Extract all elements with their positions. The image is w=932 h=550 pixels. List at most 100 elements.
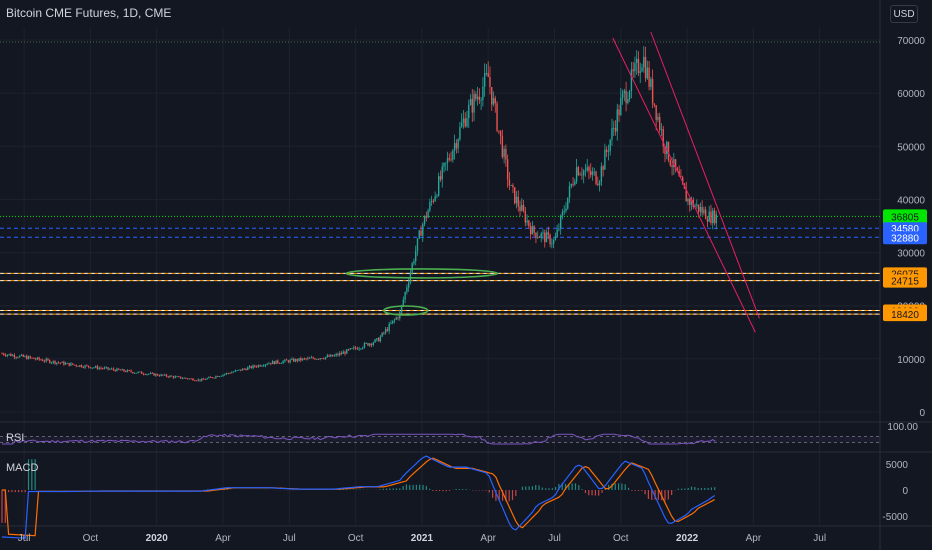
candle-body bbox=[72, 363, 74, 365]
time-tick-label: 2021 bbox=[411, 533, 434, 544]
candle-body bbox=[303, 358, 306, 360]
macd-histogram-bar bbox=[690, 486, 693, 490]
candle-body bbox=[559, 215, 562, 229]
candle-body bbox=[330, 354, 332, 357]
candle-body bbox=[450, 159, 452, 161]
candle-body bbox=[64, 363, 67, 365]
candle-body bbox=[1, 353, 3, 355]
macd-histogram-bar bbox=[379, 489, 381, 490]
candle-body bbox=[261, 365, 263, 367]
candle-body bbox=[501, 135, 504, 157]
price-labels: 3680505:10:56345803288026075247151910018… bbox=[883, 209, 927, 322]
candle-body bbox=[206, 378, 208, 380]
macd-histogram-bar bbox=[621, 483, 623, 490]
candle-body bbox=[245, 369, 247, 371]
candle-body bbox=[80, 365, 83, 368]
macd-histogram-bar bbox=[4, 490, 6, 523]
candle-body bbox=[82, 367, 85, 368]
currency-button[interactable]: USD bbox=[890, 5, 918, 23]
candle-body bbox=[567, 197, 569, 209]
candle-body bbox=[662, 129, 664, 147]
candle-body bbox=[694, 205, 696, 207]
candle-body bbox=[658, 117, 661, 130]
candle-body bbox=[671, 165, 673, 168]
candle-body bbox=[423, 215, 426, 225]
macd-histogram-bar bbox=[412, 484, 414, 490]
macd-histogram-bar bbox=[707, 487, 709, 490]
candle-body bbox=[347, 349, 350, 351]
candle-body bbox=[441, 166, 443, 180]
candle-body bbox=[485, 73, 488, 74]
macd-histogram-bar bbox=[571, 483, 573, 490]
candle-body bbox=[420, 230, 422, 236]
macd-histogram-bar bbox=[425, 485, 427, 490]
macd-histogram-bar bbox=[677, 488, 679, 490]
candle-body bbox=[406, 287, 408, 293]
candle-body bbox=[257, 365, 260, 367]
macd-histogram-bar bbox=[601, 490, 603, 493]
time-tick-label: 2020 bbox=[146, 533, 169, 544]
candle-body bbox=[117, 368, 120, 370]
macd-histogram-bar bbox=[647, 490, 650, 499]
candle-body bbox=[353, 347, 355, 349]
candle-body bbox=[239, 369, 242, 371]
candle-body bbox=[537, 237, 539, 238]
candle-body bbox=[40, 359, 42, 361]
price-tick-label: 50000 bbox=[897, 142, 925, 153]
candle-body bbox=[499, 130, 502, 136]
candle-body bbox=[91, 367, 93, 369]
candle-body bbox=[142, 373, 145, 375]
candle-body bbox=[27, 356, 30, 360]
candle-body bbox=[574, 181, 576, 185]
candle-body bbox=[68, 362, 70, 366]
time-axis[interactable]: Jul Oct 2020 Apr Jul Oct 2021 Apr Jul Oct 2022 Apr J… bbox=[18, 533, 826, 544]
candle-body bbox=[515, 196, 518, 204]
candle-body bbox=[413, 261, 415, 264]
candle-body bbox=[133, 372, 136, 374]
candle-body bbox=[397, 317, 399, 319]
candle-body bbox=[93, 367, 95, 369]
candle-body bbox=[381, 332, 383, 337]
candle-body bbox=[648, 67, 650, 87]
candle-body bbox=[666, 141, 668, 155]
macd-histogram-bar bbox=[458, 489, 461, 490]
candle-body bbox=[11, 355, 14, 357]
candle-body bbox=[324, 356, 327, 359]
candle-body bbox=[135, 372, 138, 374]
candle-body bbox=[340, 352, 343, 354]
price-tick-label: 30000 bbox=[897, 249, 925, 260]
candle-body bbox=[455, 143, 458, 149]
macd-histogram-bar bbox=[226, 489, 229, 490]
candle-body bbox=[701, 206, 703, 213]
candle-body bbox=[363, 343, 366, 348]
candle-body bbox=[29, 356, 31, 358]
candle-body bbox=[197, 379, 199, 381]
macd-histogram-bar bbox=[561, 482, 563, 490]
candle-body bbox=[227, 373, 230, 374]
candle-body bbox=[634, 63, 636, 72]
candle-body bbox=[358, 348, 360, 350]
candle-body bbox=[641, 67, 643, 72]
candle-body bbox=[268, 363, 270, 365]
candle-body bbox=[605, 149, 608, 152]
candle-body bbox=[531, 226, 534, 235]
candle-body bbox=[510, 185, 512, 186]
candle-body bbox=[710, 211, 712, 223]
candle-body bbox=[160, 374, 162, 376]
candle-body bbox=[581, 174, 583, 176]
candle-body bbox=[614, 127, 617, 132]
candle-body bbox=[110, 368, 113, 370]
candle-body bbox=[425, 215, 428, 218]
candle-body bbox=[616, 109, 618, 132]
candle-body bbox=[590, 170, 592, 175]
candle-body bbox=[469, 98, 472, 105]
macd-tick-label: 0 bbox=[902, 486, 908, 497]
candle-body bbox=[565, 208, 567, 212]
macd-histogram-bar bbox=[558, 483, 560, 490]
candle-body bbox=[183, 377, 185, 379]
candle-body bbox=[323, 358, 325, 360]
macd-histogram-bar bbox=[223, 489, 225, 490]
candle-body bbox=[604, 149, 606, 170]
candle-body bbox=[432, 200, 435, 202]
